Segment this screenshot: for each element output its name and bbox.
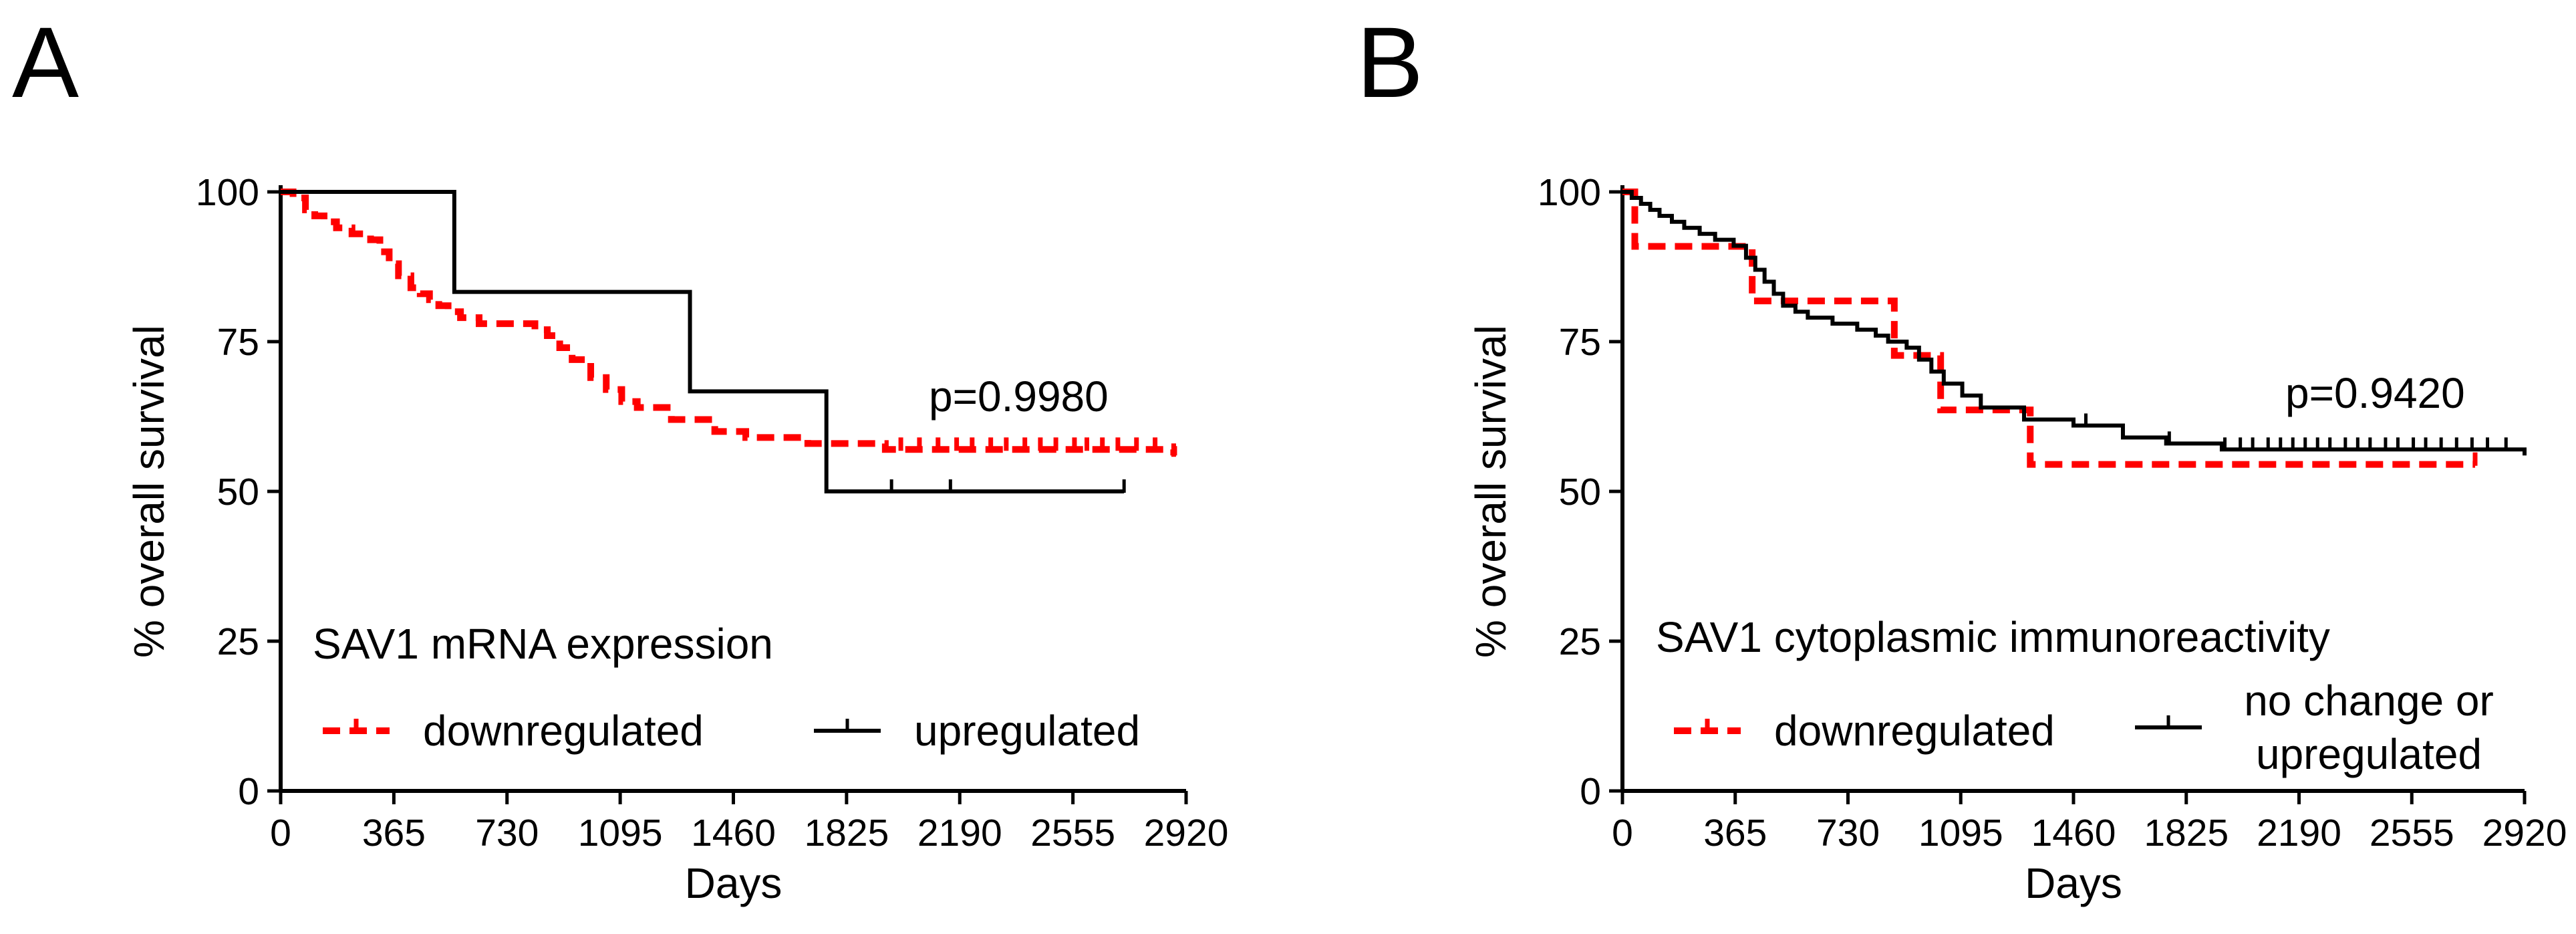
y-tick-label: 75	[217, 321, 259, 364]
p-value: p=0.9980	[929, 372, 1109, 421]
x-tick-label: 0	[270, 812, 291, 854]
x-tick-label: 2920	[1144, 812, 1229, 854]
x-tick-label: 365	[1703, 812, 1767, 854]
y-tick-label: 100	[1538, 171, 1601, 214]
p-value: p=0.9420	[2285, 369, 2465, 417]
x-tick-label: 2555	[2370, 812, 2454, 854]
series-no-change-or-upregulated	[1622, 190, 2527, 456]
x-axis-title: Days	[2025, 859, 2122, 907]
x-tick-label: 2190	[917, 812, 1002, 854]
y-axis-title: % overall survival	[125, 325, 173, 658]
x-tick-label: 2920	[2482, 812, 2567, 854]
y-axis-title: % overall survival	[1467, 325, 1515, 658]
y-tick-label: 0	[238, 770, 259, 813]
x-tick-label: 1460	[2031, 812, 2116, 854]
legend-label: downregulated	[1774, 707, 2055, 755]
panel-a: A 0 25 50 75 100 0 365 730 1095 1460 1825 2190 2555 29…	[12, 6, 1228, 907]
x-tick-label: 1825	[804, 812, 889, 854]
panel-b: B 0 25 50 75 100 0 365 730 1095 1460 1825 2190 2555 29…	[1356, 6, 2567, 907]
x-tick-label: 1460	[691, 812, 776, 854]
series-downregulated	[1622, 189, 2478, 468]
panel-letter: A	[12, 6, 79, 118]
x-axis-title: Days	[685, 859, 782, 907]
y-tick-label: 25	[1559, 620, 1601, 663]
y-tick-label: 100	[196, 171, 259, 214]
y-tick-label: 0	[1580, 770, 1601, 813]
x-tick-label: 730	[1816, 812, 1880, 854]
series-downregulated	[281, 189, 1177, 457]
x-tick-label: 0	[1612, 812, 1633, 854]
legend-title: SAV1 cytoplasmic immunoreactivity	[1656, 613, 2330, 661]
x-tick-label: 1095	[578, 812, 663, 854]
x-tick-label: 365	[362, 812, 426, 854]
legend-label-line2: upregulated	[2256, 730, 2482, 778]
series-upregulated	[281, 190, 1126, 493]
survival-curve	[1622, 189, 2476, 468]
panel-letter: B	[1356, 6, 1423, 118]
y-tick-label: 25	[217, 620, 259, 663]
survival-curve	[1622, 190, 2527, 456]
x-tick-label: 2190	[2257, 812, 2341, 854]
y-tick-label: 50	[1559, 471, 1601, 513]
legend-label: upregulated	[914, 707, 1140, 755]
legend-title: SAV1 mRNA expression	[313, 620, 773, 668]
y-tick-label: 75	[1559, 321, 1601, 364]
x-tick-label: 1825	[2144, 812, 2229, 854]
legend-label: downregulated	[423, 707, 704, 755]
x-tick-label: 2555	[1030, 812, 1115, 854]
legend-label: no change or	[2244, 677, 2494, 725]
x-tick-label: 730	[475, 812, 539, 854]
survival-curve	[281, 189, 1177, 456]
x-tick-label: 1095	[1918, 812, 2003, 854]
survival-curve	[281, 190, 1125, 493]
y-tick-label: 50	[217, 471, 259, 513]
